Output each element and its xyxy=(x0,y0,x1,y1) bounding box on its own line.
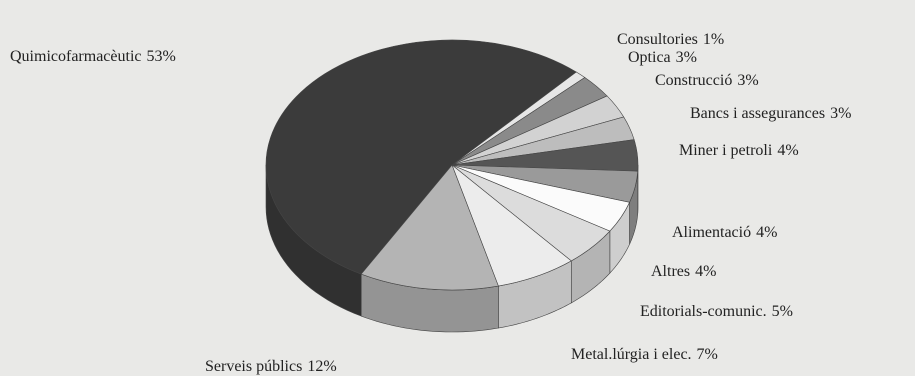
slice-label: Metal.lúrgia i elec. 7% xyxy=(571,346,718,363)
slice-label-name: Optica xyxy=(628,49,671,66)
slice-label: Editorials-comunic. 5% xyxy=(640,303,793,320)
slice-label-value: 4% xyxy=(756,224,777,241)
slice-label-name: Altres xyxy=(651,263,690,280)
slice-label: Bancs i assegurances 3% xyxy=(690,105,851,122)
slice-label: Miner i petroli 4% xyxy=(679,142,799,159)
slice-label-value: 4% xyxy=(777,142,798,159)
slice-label-value: 7% xyxy=(697,346,718,363)
slice-label: Altres 4% xyxy=(651,263,716,280)
slice-label: Construcció 3% xyxy=(655,72,759,89)
slice-label-name: Construcció xyxy=(655,72,732,89)
slice-label: Consultories 1% xyxy=(617,31,724,48)
slice-label-name: Serveis públics xyxy=(205,358,302,375)
slice-label: Serveis públics 12% xyxy=(205,358,337,375)
slice-label-name: Miner i petroli xyxy=(679,142,773,159)
slice-label-value: 3% xyxy=(737,72,758,89)
slice-label-name: Bancs i assegurances xyxy=(690,105,825,122)
slice-label: Optica 3% xyxy=(628,49,697,66)
slice-label-name: Metal.lúrgia i elec. xyxy=(571,346,692,363)
slice-label-name: Alimentació xyxy=(672,224,751,241)
pie-slice xyxy=(265,39,577,275)
slice-label-value: 53% xyxy=(147,48,176,65)
slice-label-value: 3% xyxy=(676,49,697,66)
slice-label-name: Quimicofarmacèutic xyxy=(10,48,142,65)
slice-label-value: 5% xyxy=(772,303,793,320)
slice-label-value: 4% xyxy=(695,263,716,280)
slice-label-name: Editorials-comunic. xyxy=(640,303,767,320)
slice-label-value: 12% xyxy=(307,358,336,375)
slice-label: Quimicofarmacèutic 53% xyxy=(10,48,176,65)
slice-label-value: 3% xyxy=(830,105,851,122)
slice-label-value: 1% xyxy=(703,31,724,48)
pie-slice xyxy=(360,164,499,291)
slice-label-name: Consultories xyxy=(617,31,698,48)
slice-label: Alimentació 4% xyxy=(672,224,777,241)
